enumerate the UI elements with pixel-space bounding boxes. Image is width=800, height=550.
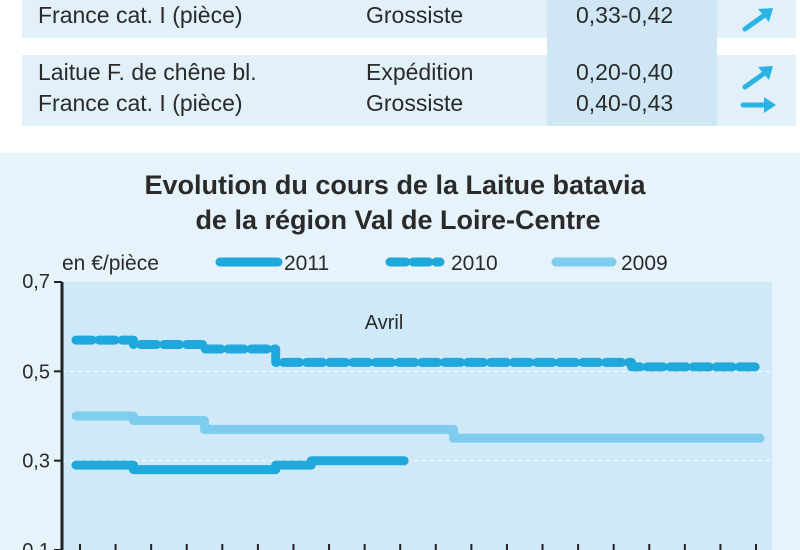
table-cell-price: 0,20-0,40 — [576, 59, 674, 85]
legend-label-2009: 2009 — [621, 252, 668, 275]
table-cell-stage: Expédition — [366, 59, 474, 85]
trend-up-arrow-icon — [742, 66, 773, 90]
table-cell-price: 0,40-0,43 — [576, 90, 674, 116]
trend-stable-arrow-icon — [740, 97, 776, 113]
series-line-2010 — [71, 335, 765, 372]
annotation-avril: Avril — [365, 312, 404, 334]
series-layer — [71, 335, 765, 475]
gridlines — [62, 370, 772, 462]
x-axis-ticks — [79, 544, 757, 550]
y-axis-ticks: 0,7 0,5 0,3 0,1 — [22, 271, 62, 550]
table-cell-price: 0,33-0,42 — [576, 2, 674, 28]
table-cell-product: Laitue F. de chêne bl. — [38, 59, 257, 85]
y-tick-label: 0,7 — [22, 271, 50, 293]
table-cell-stage: Grossiste — [366, 2, 464, 28]
trend-up-arrow-icon — [742, 8, 773, 32]
y-unit-label: en €/pièce — [62, 252, 159, 275]
legend-label-2010: 2010 — [451, 252, 498, 275]
y-tick-label: 0,3 — [22, 451, 50, 473]
y-tick-label: 0,5 — [22, 361, 50, 383]
chart-title-line-2: de la région Val de Loire-Centre — [195, 205, 600, 235]
table-cell-product: France cat. I (pièce) — [38, 90, 243, 116]
table-cell-product: France cat. I (pièce) — [38, 2, 243, 28]
price-table: France cat. I (pièce) Grossiste 0,33-0,4… — [0, 0, 800, 130]
y-tick-label: 0,1 — [22, 540, 50, 550]
series-line-2009 — [71, 411, 765, 443]
table-cell-stage: Grossiste — [366, 90, 464, 116]
chart-title-line-1: Evolution du cours de la Laitue batavia — [144, 170, 646, 200]
price-column — [547, 0, 717, 126]
legend-label-2011: 2011 — [284, 252, 329, 275]
